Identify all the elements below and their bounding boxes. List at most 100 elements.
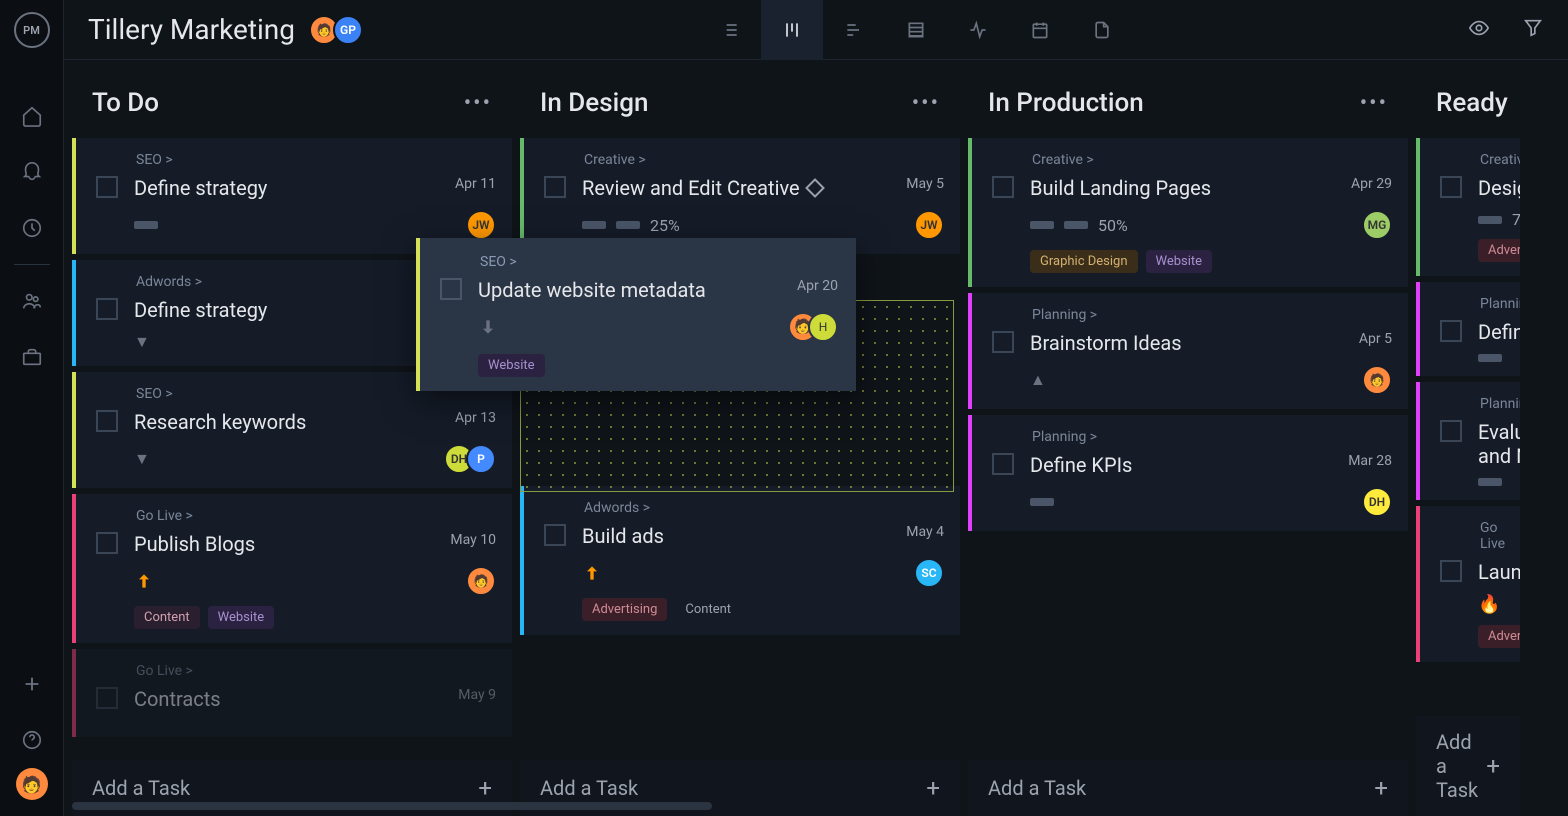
avatar[interactable]: GP: [333, 15, 363, 45]
card-avatars: 🧑: [474, 566, 496, 596]
task-card[interactable]: PlanningEvalua and N: [1416, 382, 1520, 500]
avatar[interactable]: DH: [1362, 487, 1392, 517]
filter-icon[interactable]: [1522, 17, 1544, 43]
add-task-label: Add a Task: [988, 776, 1086, 800]
priority-icon: [1478, 478, 1502, 486]
card-title: Research keywords: [134, 410, 455, 434]
nav-notifications-icon[interactable]: [0, 144, 64, 200]
view-tab-gantt[interactable]: [823, 0, 885, 60]
add-task-button[interactable]: Add a Task+: [1416, 716, 1520, 816]
task-card[interactable]: Creative >Build Landing PagesApr 2950%MG…: [968, 138, 1408, 287]
priority-icon: [582, 221, 606, 229]
plus-icon: +: [478, 774, 492, 802]
card-title: Review and Edit Creative: [582, 176, 906, 200]
task-card[interactable]: PlanningDefine: [1416, 282, 1520, 376]
avatar[interactable]: JW: [914, 210, 944, 240]
column-header: In Production•••: [968, 76, 1408, 138]
avatar[interactable]: SC: [914, 558, 944, 588]
nav-add-icon[interactable]: [0, 656, 64, 712]
card-tags: Graphic DesignWebsite: [992, 250, 1392, 273]
task-card[interactable]: Adwords >Build adsMay 4SCAdvertisingCont…: [520, 486, 960, 635]
card-checkbox[interactable]: [96, 410, 118, 432]
priority-icon: [134, 221, 158, 229]
add-task-button[interactable]: Add a Task+: [968, 760, 1408, 816]
priority-icon: [1478, 354, 1502, 362]
card-checkbox[interactable]: [96, 176, 118, 198]
nav-recent-icon[interactable]: [0, 200, 64, 256]
horizontal-scrollbar[interactable]: [72, 802, 712, 810]
task-card[interactable]: Planning > Brainstorm IdeasApr 5 ▲ 🧑: [968, 293, 1408, 409]
arrow-up-icon: [582, 563, 602, 583]
card-checkbox[interactable]: [440, 278, 462, 300]
view-tab-board[interactable]: [761, 0, 823, 60]
column-menu-icon[interactable]: •••: [1360, 91, 1388, 116]
card-category: Creative >: [992, 152, 1392, 168]
card-title: Launch: [1478, 560, 1520, 584]
arrow-up-icon: [134, 571, 154, 591]
nav-team-icon[interactable]: [0, 273, 64, 329]
card-checkbox[interactable]: [1440, 420, 1462, 442]
card-checkbox[interactable]: [1440, 320, 1462, 342]
view-tab-table[interactable]: [885, 0, 947, 60]
card-category: Adwords >: [544, 500, 944, 516]
progress-text: 25%: [650, 216, 680, 235]
card-category: SEO >: [440, 254, 838, 270]
card-title: Contracts: [134, 687, 458, 711]
task-card[interactable]: SEO >Define strategyApr 11JW: [72, 138, 512, 254]
card-due: Apr 13: [455, 410, 496, 426]
card-tags: ContentWebsite: [96, 606, 496, 629]
avatar[interactable]: JW: [466, 210, 496, 240]
user-avatar[interactable]: 🧑: [16, 768, 48, 800]
nav-help-icon[interactable]: [0, 712, 64, 768]
card-due: Apr 5: [1359, 331, 1392, 347]
card-avatars: JW: [922, 210, 944, 240]
chevron-down-icon[interactable]: ▼: [134, 332, 150, 352]
card-checkbox[interactable]: [544, 176, 566, 198]
task-card[interactable]: Planning >Define KPIsMar 28DH: [968, 415, 1408, 531]
card-checkbox[interactable]: [96, 687, 118, 709]
card-due: Apr 20: [797, 278, 838, 294]
column-menu-icon[interactable]: •••: [912, 91, 940, 116]
card-checkbox[interactable]: [992, 453, 1014, 475]
card-category: Creative: [1440, 152, 1504, 168]
task-card[interactable]: CreativeDesign75Adverti: [1416, 138, 1520, 276]
card-checkbox[interactable]: [992, 331, 1014, 353]
view-tab-activity[interactable]: [947, 0, 1009, 60]
header-actions: [1468, 17, 1544, 43]
cards-list: Creative >Build Landing PagesApr 2950%MG…: [968, 138, 1408, 758]
card-title: Brainstorm Ideas: [1030, 331, 1359, 355]
card-checkbox[interactable]: [992, 176, 1014, 198]
column-header: Ready: [1416, 76, 1520, 138]
card-category: Go Live >: [96, 663, 496, 679]
avatar[interactable]: P: [466, 444, 496, 474]
card-checkbox[interactable]: [96, 532, 118, 554]
progress-text: 50%: [1098, 216, 1128, 235]
avatar[interactable]: MG: [1362, 210, 1392, 240]
card-category: Planning: [1440, 296, 1504, 312]
app-logo[interactable]: PM: [14, 12, 50, 48]
card-avatars: DH: [1370, 487, 1392, 517]
dragging-card[interactable]: SEO > Update website metadata Apr 20 🧑 H…: [416, 238, 856, 391]
task-card[interactable]: Go Live >ContractsMay 9: [72, 649, 512, 737]
task-card[interactable]: Creative >Review and Edit CreativeMay 52…: [520, 138, 960, 254]
visibility-icon[interactable]: [1468, 17, 1490, 43]
avatar[interactable]: 🧑: [1362, 365, 1392, 395]
column-menu-icon[interactable]: •••: [464, 91, 492, 116]
view-tab-list[interactable]: [699, 0, 761, 60]
avatar[interactable]: 🧑: [466, 566, 496, 596]
card-checkbox[interactable]: [1440, 560, 1462, 582]
task-card[interactable]: Go Live >Publish BlogsMay 10🧑ContentWebs…: [72, 494, 512, 643]
nav-home-icon[interactable]: [0, 88, 64, 144]
chevron-down-icon[interactable]: ▼: [134, 449, 150, 469]
view-tab-file[interactable]: [1071, 0, 1133, 60]
view-tab-calendar[interactable]: [1009, 0, 1071, 60]
card-category: Planning >: [992, 307, 1392, 323]
card-avatars: 🧑: [1370, 365, 1392, 395]
chevron-up-icon[interactable]: ▲: [1030, 370, 1046, 390]
card-checkbox[interactable]: [1440, 176, 1462, 198]
card-checkbox[interactable]: [96, 298, 118, 320]
task-card[interactable]: Go LiveLaunch🔥Adverti: [1416, 506, 1520, 662]
nav-briefcase-icon[interactable]: [0, 329, 64, 385]
tag: Advertising: [582, 598, 667, 621]
card-checkbox[interactable]: [544, 524, 566, 546]
